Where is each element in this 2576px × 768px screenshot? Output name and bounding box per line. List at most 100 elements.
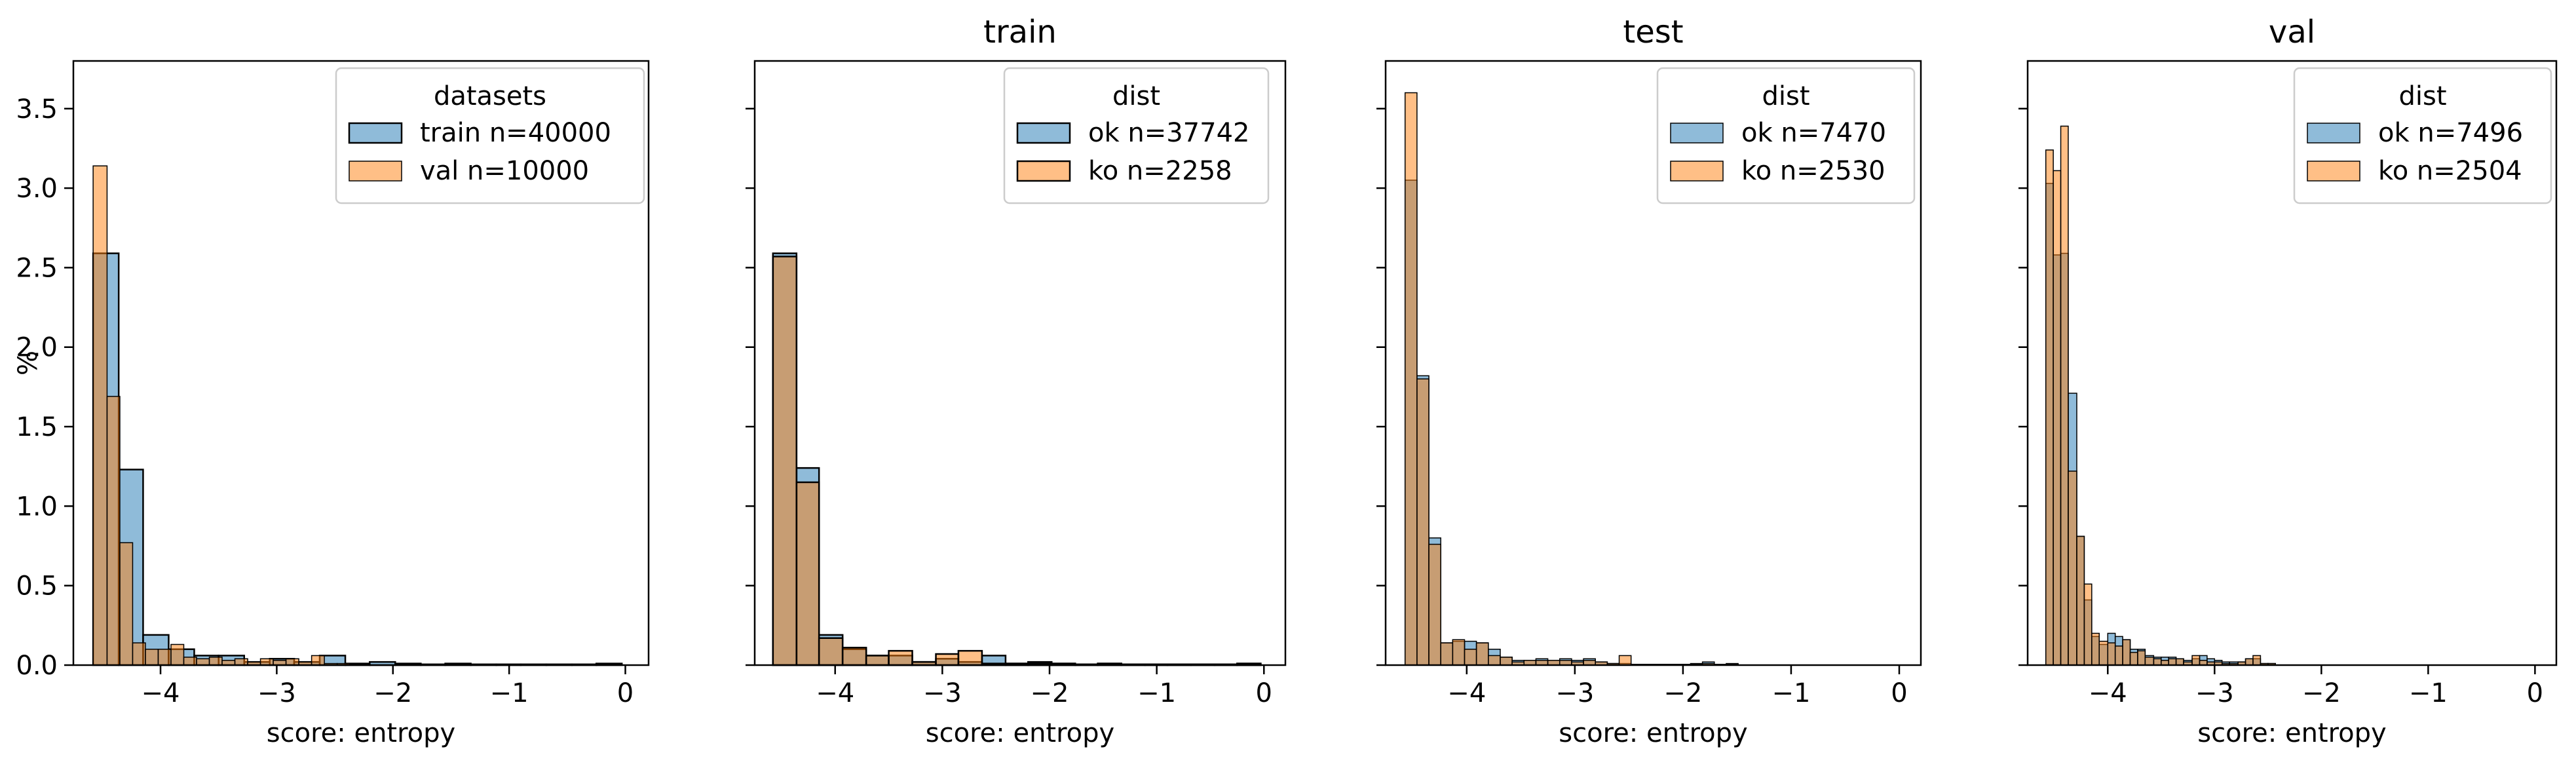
histogram-bar (1464, 648, 1477, 666)
panel-train: −4 −3 −2 −1 0 score: entropy train dist ok n=377… (746, 14, 1287, 748)
legend-entry: ko n=2530 (1741, 156, 1885, 186)
legend-swatch (1670, 161, 1724, 182)
histogram-bar (2053, 170, 2062, 666)
histogram-bar (2137, 650, 2146, 666)
x-axis-label: score: entropy (926, 718, 1114, 748)
histogram-bar (795, 481, 820, 666)
x-tick-label: −3 (257, 678, 296, 708)
histogram-bar (1475, 642, 1489, 666)
histogram-bar (2168, 658, 2177, 666)
panel-datasets: −4 −3 −2 −1 0 0.0 0.5 1.0 1.5 2.0 2.5 3.0 3.5 score: … (16, 60, 650, 748)
legend-entry: ko n=2258 (1088, 156, 1232, 186)
histogram-bar (259, 658, 274, 666)
x-tick-label: −4 (816, 678, 854, 708)
legend-box (335, 67, 645, 204)
axes-frame (2026, 60, 2558, 666)
histogram-bar (1416, 378, 1430, 666)
legend: dist ok n=37742 ko n=2258 (1003, 67, 1270, 204)
histogram-bar (157, 648, 172, 666)
histogram-bar (2191, 655, 2201, 666)
y-tick-label: 1.5 (16, 412, 58, 442)
x-axis-label: score: entropy (267, 718, 455, 748)
x-tick-label: −1 (2409, 678, 2448, 708)
legend-entry: ok n=37742 (1088, 118, 1249, 148)
legend-entry: ok n=7496 (2378, 118, 2523, 148)
histogram-bar (1452, 639, 1466, 666)
histogram-bar (2076, 535, 2085, 666)
series-1-bars (2045, 125, 2276, 666)
histogram-bar (2153, 658, 2162, 666)
x-tick-label: −2 (373, 678, 412, 708)
histogram-bar (2107, 642, 2116, 666)
x-tick-label: −3 (2195, 678, 2234, 708)
histogram-bar (2098, 640, 2109, 666)
histogram-bar (145, 648, 159, 666)
x-tick-label: −1 (490, 678, 529, 708)
legend-title: datasets (434, 81, 546, 111)
panel-val: −4 −3 −2 −1 0 score: entropy val dist ok n=7496 k… (2018, 14, 2558, 748)
legend-swatch (1670, 123, 1724, 144)
x-tick-label: −4 (1447, 678, 1486, 708)
x-tick-label: −4 (142, 678, 180, 708)
axes-frame (1384, 60, 1922, 666)
legend-swatch (1016, 160, 1071, 182)
x-tick-label: 0 (1891, 678, 1907, 708)
histogram-bar (92, 165, 108, 666)
x-tick-label: −2 (1663, 678, 1702, 708)
histogram-bar (772, 256, 798, 666)
legend: dist ok n=7496 ko n=2504 (2293, 67, 2552, 204)
y-tick-label: 1.0 (16, 491, 58, 522)
histogram-bar (1428, 543, 1441, 666)
histogram-bar (2245, 658, 2254, 666)
y-axis-label: % (13, 351, 43, 375)
x-tick-label: −1 (1771, 678, 1810, 708)
y-tick-label: 0.0 (16, 651, 58, 681)
histogram-bar (2068, 470, 2077, 666)
y-tick-label: 3.0 (16, 174, 58, 204)
histogram-bar (818, 637, 844, 666)
panels: −4 −3 −2 −1 0 0.0 0.5 1.0 1.5 2.0 2.5 3.0 3.5 score: … (16, 14, 2558, 748)
legend-entry: val n=10000 (420, 156, 589, 186)
x-tick-label: 0 (1256, 678, 1272, 708)
histogram-bar (888, 649, 913, 666)
histogram-bar (2060, 125, 2069, 666)
legend-title: dist (1112, 81, 1160, 111)
x-tick-label: −2 (1031, 678, 1069, 708)
histogram-bar (285, 658, 299, 666)
x-tick-label: −2 (2302, 678, 2341, 708)
legend-swatch (348, 122, 403, 144)
histogram-bar (1440, 642, 1454, 666)
legend-title: dist (1762, 81, 1809, 111)
histogram-bar (1618, 655, 1632, 666)
histogram-bar (1488, 655, 1501, 666)
histogram-bar (957, 649, 983, 666)
legend: dist ok n=7470 ko n=2530 (1656, 67, 1916, 204)
x-tick-label: −3 (1555, 678, 1594, 708)
histogram-bar (106, 396, 121, 666)
histogram-bar (841, 647, 867, 666)
histogram-bar (119, 542, 134, 666)
y-tick-label: 2.0 (16, 333, 58, 363)
histogram-bar (2122, 639, 2131, 666)
axes-frame (753, 60, 1287, 666)
series-1-bars (92, 165, 350, 666)
x-axis-label: score: entropy (2197, 718, 2386, 748)
axes-frame (72, 60, 650, 666)
x-tick-label: 0 (2527, 678, 2543, 708)
x-tick-label: −4 (2089, 678, 2127, 708)
legend-swatch (1016, 122, 1071, 144)
legend-swatch (2307, 123, 2360, 144)
legend-entry: train n=40000 (420, 118, 611, 148)
y-tick-label: 3.5 (16, 94, 58, 125)
histogram-bar (1404, 92, 1418, 666)
legend-entry: ko n=2504 (2378, 156, 2522, 186)
legend: datasets train n=40000 val n=10000 (335, 67, 645, 204)
histogram-bar (2091, 632, 2100, 666)
y-tick-label: 2.5 (16, 253, 58, 283)
histogram-bar (2045, 149, 2054, 666)
histogram-bar (183, 657, 197, 666)
x-tick-label: 0 (617, 678, 634, 708)
panel-test: −4 −3 −2 −1 0 score: entropy test dist ok n=7470… (1376, 14, 1922, 748)
histogram-bar (2252, 655, 2262, 666)
legend-swatch (2307, 161, 2360, 182)
